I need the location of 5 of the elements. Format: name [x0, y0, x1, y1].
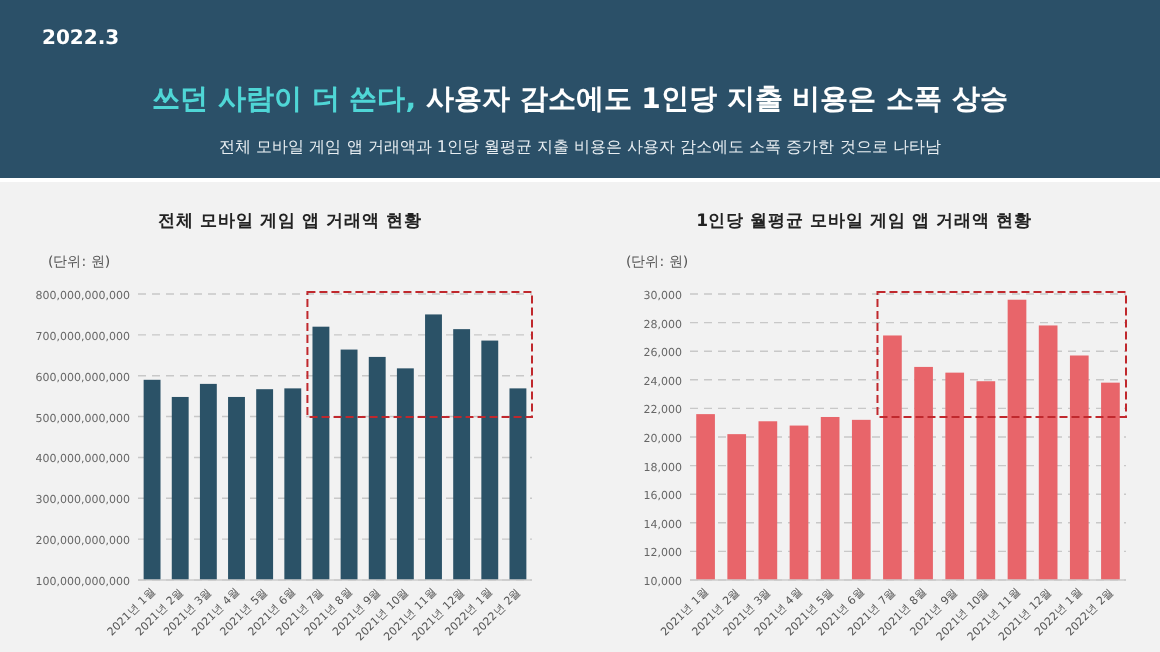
text: 2022.3 [42, 28, 120, 50]
text: 쓰던 사람이 더 쓴다, 사용자 감소에도 1인당 지출 비용은 소폭 상승 [152, 84, 1008, 116]
chart-title: 전체 모바일 게임 앱 거래액 현황 [158, 212, 422, 232]
text: 전체 모바일 게임 앱 거래액과 1인당 월평균 지출 비용은 사용자 감소에도 소폭 증가한 것으로 나타남 [219, 138, 941, 156]
chart-title: 1인당 월평균 모바일 게임 앱 거래액 현황 [696, 212, 1032, 232]
